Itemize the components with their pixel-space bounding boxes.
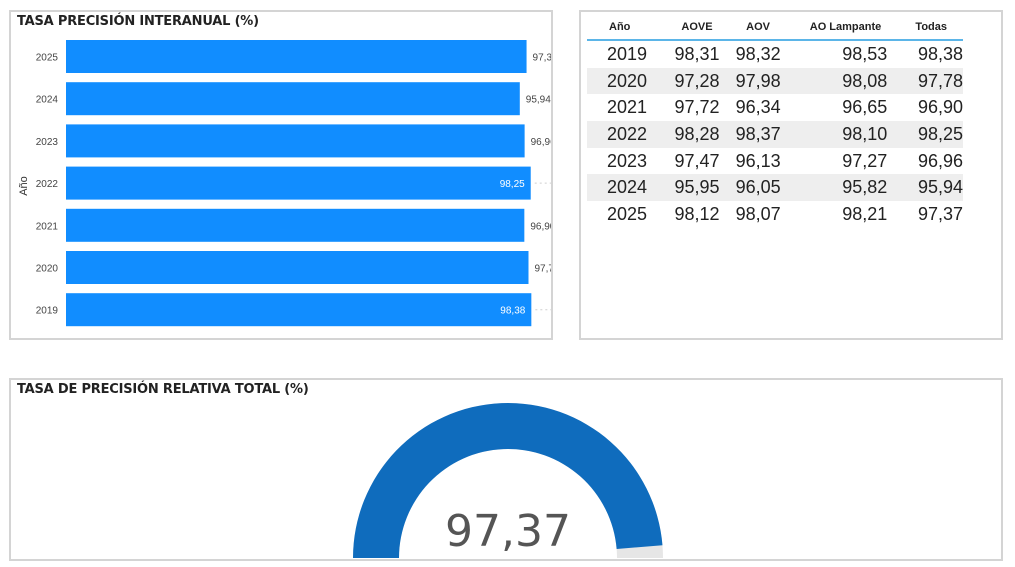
cell-todas: 96,90: [917, 97, 963, 118]
bars-group: 2025 97,37 2024 95,94 2023 96,96 2022 98,25 2021…: [36, 40, 551, 327]
cell-todas: 96,96: [917, 150, 963, 171]
cell-aove: 98,12: [674, 203, 720, 224]
table-row[interactable]: 2025 98,12 98,07 98,21 97,37: [587, 201, 963, 228]
table-row[interactable]: 2023 97,47 96,13 97,27 96,96: [587, 148, 963, 175]
cell-aov: 97,98: [729, 67, 787, 95]
cell-aov: 96,34: [735, 97, 781, 118]
bar[interactable]: [66, 40, 527, 73]
cell-year: 2019: [607, 43, 648, 64]
y-tick-label: 2024: [36, 95, 59, 106]
cell-aov: 98,07: [735, 203, 781, 224]
cell-todas: 95,94: [887, 174, 963, 202]
data-table: Año AOVE AOV AO Lampante Todas 2019 98,3…: [587, 15, 963, 228]
table-row[interactable]: 2024 95,95 96,05 95,82 95,94: [587, 174, 963, 202]
header-aov[interactable]: AOV: [729, 15, 787, 41]
bar-value-label: 97,78: [534, 264, 551, 275]
cell-ao-lampante: 96,65: [842, 97, 888, 118]
cell-aove: 98,28: [664, 121, 730, 148]
cell-aove: 97,47: [674, 150, 720, 171]
cell-year: 2022: [587, 121, 665, 148]
cell-year: 2020: [587, 67, 665, 95]
table-row[interactable]: 2019 98,31 98,32 98,53 98,38: [587, 40, 963, 68]
cell-aove: 95,95: [664, 174, 730, 202]
gauge-fill-arc: [353, 403, 663, 558]
header-aove[interactable]: AOVE: [664, 15, 730, 41]
bar-value-label: 96,90: [530, 221, 551, 232]
cell-aov: 98,37: [729, 121, 787, 148]
table-row[interactable]: 2020 97,28 97,98 98,08 97,78: [587, 67, 963, 95]
bar-value-label: 96,96: [531, 137, 551, 148]
bar-chart-panel: TASA PRECISIÓN INTERANUAL (%) Año 2025 97…: [9, 10, 553, 340]
y-tick-label: 2022: [36, 179, 59, 190]
cell-aov: 98,32: [735, 43, 781, 64]
cell-ao-lampante: 98,10: [786, 121, 888, 148]
bar-chart-title: TASA PRECISIÓN INTERANUAL (%): [17, 14, 259, 29]
y-tick-label: 2020: [36, 264, 59, 275]
header-ano[interactable]: Año: [587, 15, 665, 41]
cell-todas: 98,38: [917, 43, 963, 64]
bar-value-label: 95,94: [526, 95, 551, 106]
cell-todas: 97,37: [917, 203, 963, 224]
bar-value-label: 98,25: [500, 179, 525, 190]
gauge-title: TASA DE PRECISIÓN RELATIVA TOTAL (%): [17, 382, 309, 397]
bar-chart[interactable]: Año 2025 97,37 2024 95,94 2023 96,96 2022 98,25…: [11, 12, 551, 338]
bar-value-label: 97,37: [533, 53, 551, 64]
cell-ao-lampante: 97,27: [842, 150, 888, 171]
y-axis-title: Año: [18, 176, 30, 196]
cell-ao-lampante: 95,82: [786, 174, 888, 202]
bar[interactable]: [66, 251, 529, 284]
y-tick-label: 2021: [36, 221, 59, 232]
bar[interactable]: [66, 208, 525, 242]
gauge-panel: TASA DE PRECISIÓN RELATIVA TOTAL (%) 97,…: [9, 378, 1003, 561]
table-row[interactable]: 2022 98,28 98,37 98,10 98,25: [587, 121, 963, 148]
cell-ao-lampante: 98,53: [842, 43, 888, 64]
cell-ao-lampante: 98,21: [842, 203, 888, 224]
cell-year: 2021: [607, 97, 648, 118]
bar[interactable]: [66, 82, 520, 116]
cell-aove: 97,28: [664, 67, 730, 95]
header-todas[interactable]: Todas: [887, 15, 963, 41]
cell-aove: 98,31: [674, 43, 720, 64]
cell-year: 2023: [607, 150, 648, 171]
table-header-row: Año AOVE AOV AO Lampante Todas: [587, 15, 963, 41]
bar[interactable]: [66, 293, 532, 327]
cell-year: 2024: [587, 174, 665, 202]
gauge-chart[interactable]: 97,37: [11, 380, 1001, 559]
bar[interactable]: [66, 124, 525, 158]
cell-ao-lampante: 98,08: [786, 67, 888, 95]
bar[interactable]: [66, 166, 531, 200]
y-tick-label: 2023: [36, 137, 59, 148]
table-row[interactable]: 2021 97,72 96,34 96,65 96,90: [587, 94, 963, 121]
cell-aove: 97,72: [674, 97, 720, 118]
header-ao-lampante[interactable]: AO Lampante: [786, 15, 888, 41]
cell-year: 2025: [607, 203, 648, 224]
cell-todas: 98,25: [887, 121, 963, 148]
cell-aov: 96,13: [735, 150, 781, 171]
table-panel: Año AOVE AOV AO Lampante Todas 2019 98,3…: [579, 10, 1003, 340]
y-tick-label: 2019: [36, 306, 59, 317]
bar-value-label: 98,38: [500, 306, 525, 317]
cell-aov: 96,05: [729, 174, 787, 202]
cell-todas: 97,78: [887, 67, 963, 95]
gauge-value: 97,37: [445, 506, 571, 557]
y-tick-label: 2025: [36, 53, 59, 64]
